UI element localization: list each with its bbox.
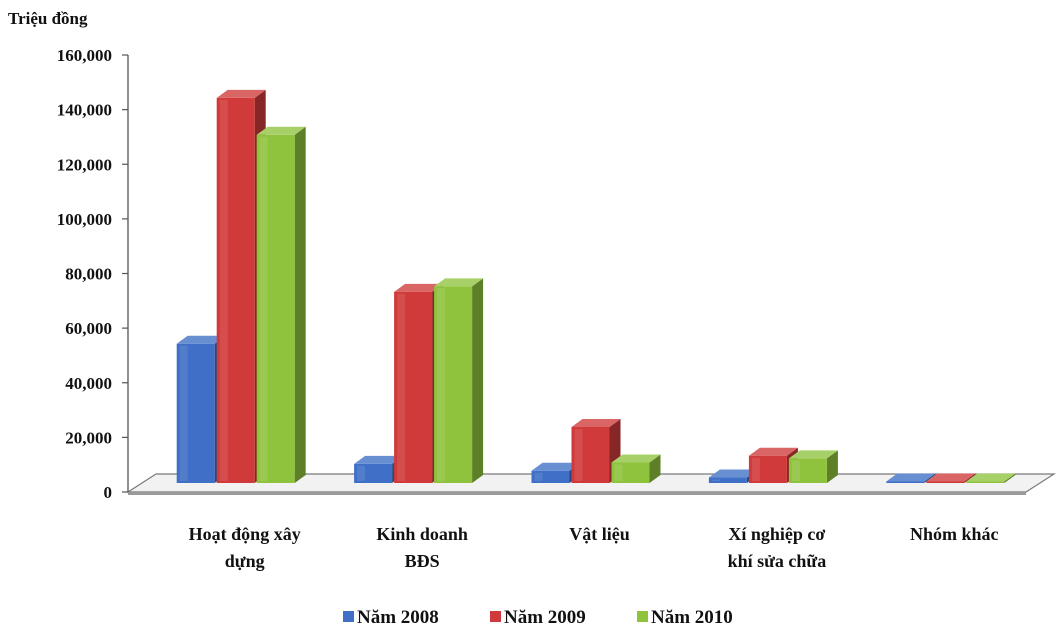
- legend-swatch: [343, 611, 354, 622]
- bar-top: [886, 473, 936, 482]
- y-tick-label: 20,000: [65, 428, 112, 447]
- x-category-label: Xí nghiệp cơ: [728, 524, 825, 544]
- bar: [611, 454, 661, 483]
- bar-highlight: [179, 345, 188, 481]
- bar-top: [926, 473, 976, 482]
- legend-swatch: [490, 611, 501, 622]
- legend-entry: Năm 2010: [651, 607, 733, 628]
- bar-side: [472, 278, 484, 483]
- bar: [788, 450, 838, 483]
- bar-side: [1004, 473, 1016, 483]
- legend-entry: Năm 2009: [504, 607, 586, 628]
- bar-top: [966, 473, 1016, 482]
- y-tick-label: 80,000: [65, 265, 112, 284]
- bar-side: [964, 473, 976, 483]
- bar-highlight: [534, 472, 543, 481]
- bar-highlight: [219, 99, 228, 482]
- y-tick-label: 100,000: [57, 210, 112, 229]
- bar-highlight: [357, 465, 366, 481]
- bar: [966, 473, 1016, 483]
- y-tick-label: 60,000: [65, 319, 112, 338]
- x-category-label: Vật liệu: [569, 524, 630, 544]
- bar: [571, 419, 621, 483]
- bar-highlight: [711, 479, 720, 481]
- bar-side: [826, 450, 838, 483]
- bars: [176, 89, 1016, 484]
- bar-highlight: [574, 429, 583, 481]
- bar-top: [611, 454, 661, 463]
- bar-top: [708, 469, 758, 478]
- bar-top: [748, 447, 798, 456]
- bar-top: [176, 335, 226, 344]
- bar-highlight: [397, 293, 406, 481]
- bar-highlight: [614, 464, 623, 481]
- y-tick-label: 140,000: [57, 101, 112, 120]
- x-category-label: Kinh doanh: [376, 524, 468, 544]
- legend: Năm 2008 Năm 2009 Năm 2010: [343, 607, 733, 628]
- bar-front: [886, 481, 925, 483]
- bar-front: [966, 481, 1005, 483]
- x-category-label: BĐS: [405, 551, 440, 571]
- bar-side: [294, 126, 306, 483]
- legend-entry: Năm 2008: [357, 607, 439, 628]
- bar-highlight: [259, 136, 268, 481]
- x-category-label: Hoạt động xây: [189, 524, 301, 544]
- bar-top: [216, 89, 266, 98]
- x-category-label: khí sửa chữa: [728, 551, 827, 571]
- bar-front: [708, 477, 747, 483]
- bar-highlight: [751, 457, 760, 481]
- y-tick-label: 40,000: [65, 374, 112, 393]
- bar-top: [256, 126, 306, 135]
- bar-top: [434, 278, 484, 287]
- labels: 0 20,000 40,000 60,000 80,000 100,000 120,000 1…: [8, 9, 999, 571]
- y-tick-label: 120,000: [57, 155, 112, 174]
- floor-edge: [128, 492, 1026, 495]
- x-category-label: dựng: [225, 551, 265, 571]
- bar-side: [924, 473, 936, 483]
- bar-highlight: [791, 460, 800, 481]
- bar: [434, 278, 484, 483]
- y-tick-label: 160,000: [57, 46, 112, 65]
- bar-highlight: [437, 288, 446, 481]
- bar-top: [788, 450, 838, 459]
- bar-top: [394, 283, 444, 292]
- bar-side: [649, 454, 661, 483]
- bar: [886, 473, 936, 483]
- bar-top: [354, 455, 404, 464]
- bar-top: [571, 419, 621, 428]
- y-axis-label: Triệu đồng: [8, 9, 88, 28]
- bar-front: [926, 481, 965, 483]
- x-category-label: Nhóm khác: [910, 524, 999, 544]
- bar-top: [531, 462, 581, 471]
- bar: [926, 473, 976, 483]
- y-tick-label: 0: [104, 483, 113, 502]
- bar: [256, 126, 306, 483]
- legend-swatch: [637, 611, 648, 622]
